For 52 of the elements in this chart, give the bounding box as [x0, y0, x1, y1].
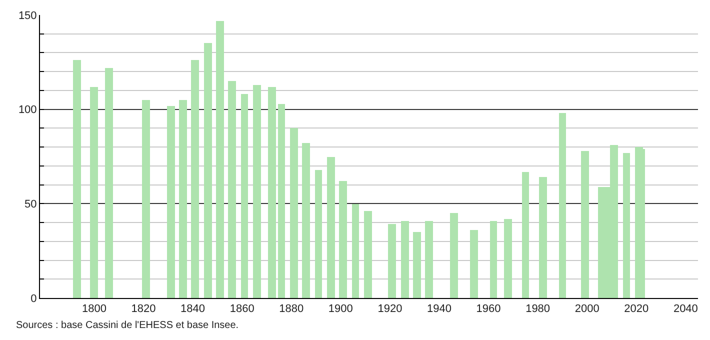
bar — [191, 60, 199, 298]
bar — [167, 106, 175, 298]
x-tick-label: 2020 — [624, 303, 649, 316]
x-tick-label: 1840 — [180, 303, 206, 316]
x-tick-label: 1920 — [378, 303, 402, 316]
bar — [327, 157, 335, 298]
bar — [504, 219, 512, 298]
bar — [105, 68, 113, 298]
bar — [623, 153, 630, 298]
bar — [413, 232, 421, 298]
bar — [290, 128, 298, 298]
x-tick-label: 1960 — [476, 303, 501, 316]
bar — [364, 211, 372, 298]
x-tick-label: 1860 — [230, 303, 254, 316]
x-tick-label: 1820 — [131, 303, 156, 316]
x-tick-label: 1900 — [328, 303, 353, 316]
bar — [559, 113, 566, 298]
source-note: Sources : base Cassini de l'EHESS et base Insee. — [16, 320, 239, 331]
bar — [352, 204, 359, 298]
bar — [450, 213, 458, 298]
x-tick-label: 1800 — [82, 303, 106, 316]
bar — [268, 87, 276, 298]
y-tick-label: 50 — [24, 198, 37, 211]
bar — [179, 100, 187, 298]
y-tick-label: 100 — [18, 104, 37, 116]
bar — [302, 143, 310, 298]
bar — [142, 100, 150, 298]
bar — [253, 85, 261, 298]
x-tick-label: 1940 — [427, 303, 452, 316]
bar — [539, 177, 547, 298]
bar — [401, 221, 409, 298]
bar — [339, 181, 347, 298]
bar — [241, 94, 248, 298]
x-tick-label: 1880 — [279, 303, 304, 316]
bar — [228, 81, 236, 298]
x-tick-label: 1980 — [526, 303, 550, 316]
bar — [581, 151, 589, 298]
bar — [90, 87, 98, 298]
bar — [315, 170, 322, 298]
bar — [522, 172, 529, 298]
bar — [490, 221, 497, 298]
bar — [388, 224, 396, 298]
bar — [216, 21, 224, 298]
bar — [470, 230, 478, 298]
y-tick-label: 0 — [30, 292, 37, 305]
bar — [204, 43, 212, 298]
x-tick-label: 2000 — [574, 303, 600, 316]
bar — [73, 60, 81, 298]
x-tick-label: 2040 — [673, 303, 698, 316]
y-tick-label: 150 — [18, 10, 37, 22]
bar — [278, 104, 285, 298]
bar — [425, 221, 433, 298]
